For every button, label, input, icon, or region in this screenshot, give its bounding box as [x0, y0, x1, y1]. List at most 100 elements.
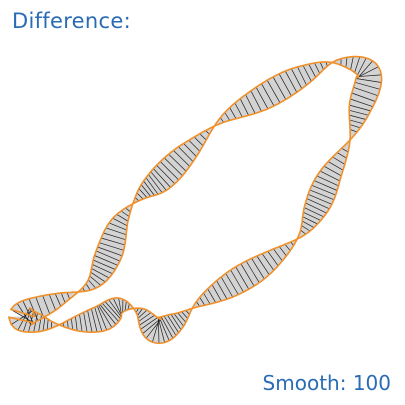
ribbon-rung [153, 168, 171, 188]
ribbon-rung [273, 248, 283, 262]
ribbon-rung [251, 258, 265, 280]
ribbon-rung [279, 246, 287, 257]
ribbon-rung [105, 227, 127, 236]
ribbon-rung [54, 293, 62, 307]
ribbon-rung [160, 161, 179, 181]
ribbon-rung [250, 90, 262, 112]
ribbon-rung [178, 146, 194, 162]
ribbon-rung [358, 60, 373, 78]
ribbon-rung [99, 304, 117, 325]
ribbon-rung [205, 130, 210, 135]
ribbon-rung [42, 317, 46, 331]
ribbon-rung [284, 70, 298, 93]
ribbon-rung [224, 112, 231, 121]
ribbon-rung [38, 314, 42, 332]
ribbon-rung [85, 283, 91, 291]
ribbon-rung [230, 269, 244, 293]
ribbon-rung [302, 65, 312, 82]
ribbon-rung [87, 310, 93, 333]
ribbon-rung [91, 308, 98, 333]
ribbon-rung [140, 184, 151, 197]
ribbon-rung [67, 320, 69, 329]
ribbon-rung [142, 318, 161, 334]
ribbon-rung [185, 310, 190, 315]
ribbon-rung [94, 255, 118, 266]
ribbon-rung [303, 211, 321, 221]
ribbon-rung [261, 83, 275, 107]
ribbon-rung [158, 317, 170, 341]
ribbon-rung [138, 312, 152, 322]
ribbon-rung [173, 150, 190, 167]
ribbon-rung [350, 98, 374, 108]
ribbon-rung [99, 242, 124, 251]
ribbon-rung [313, 180, 338, 191]
ribbon-rung [267, 251, 279, 267]
ribbon-rung [71, 318, 73, 330]
ribbon-rung [112, 217, 128, 227]
ribbon-rung [66, 292, 70, 300]
ribbon-rung [308, 63, 317, 78]
ribbon-rung [328, 161, 344, 171]
ribbon-rung [235, 266, 250, 290]
ribbon-rung [120, 210, 130, 217]
ribbon-rung [245, 94, 256, 114]
ribbon-rung [163, 315, 177, 336]
ribbon-edge-right [10, 55, 383, 334]
ribbon-rung [261, 253, 275, 271]
ribbon-rung [302, 220, 315, 228]
ribbon-rung [10, 309, 34, 323]
ribbon-rung [188, 140, 201, 152]
ribbon-rung [137, 308, 143, 316]
smooth-value: 100 [352, 371, 391, 395]
ribbon-rung [349, 124, 361, 129]
ribbon-rung [97, 246, 123, 257]
ribbon-rung [156, 164, 175, 185]
ribbon-rung [139, 315, 155, 326]
ribbon-rung [75, 316, 78, 331]
smooth-label: Smooth: [262, 371, 347, 395]
ribbon-rung [177, 312, 187, 323]
ribbon-rung [140, 317, 158, 330]
ribbon-rung [353, 86, 379, 97]
ribbon-rung [96, 305, 108, 331]
ribbon-rung [173, 313, 184, 327]
ribbon-rung [193, 136, 204, 146]
ribbon-rung [307, 193, 332, 205]
ribbon-rung [354, 81, 381, 90]
ribbon-rung [272, 76, 287, 100]
ribbon-rung [240, 263, 255, 287]
ribbon-rung [305, 202, 327, 214]
ribbon-rung [216, 280, 228, 300]
ribbon-rung [316, 175, 339, 187]
ribbon-rung [89, 275, 102, 286]
ribbon-rung [297, 66, 307, 86]
ribbon-rung [88, 279, 96, 289]
ribbon-rung [160, 316, 174, 339]
ribbon-rung [255, 87, 269, 109]
ribbon-rung [349, 104, 371, 112]
ribbon-rung [220, 276, 234, 298]
ribbon-rung [103, 232, 126, 241]
ribbon-rung [341, 147, 349, 153]
ribbon-rung [136, 192, 144, 200]
ribbon-rung [95, 250, 121, 262]
difference-title: Difference: [12, 9, 131, 33]
ribbon-rung [357, 57, 367, 76]
ribbon-rung [170, 314, 182, 330]
ribbon-rung [320, 170, 340, 182]
ribbon-rung [79, 314, 83, 332]
ribbon-rung [98, 305, 113, 328]
ribbon-rung [336, 152, 347, 159]
ribbon-rung [199, 133, 207, 141]
ribbon-rung [349, 119, 364, 125]
ribbon-rung [199, 297, 205, 306]
ribbon-rung [35, 296, 44, 318]
ribbon-rung [196, 301, 200, 307]
ribbon-rung [91, 268, 110, 279]
ribbon-rung [150, 171, 167, 191]
smooth-readout: Smooth: 100 [263, 371, 391, 395]
ribbon-rung [116, 214, 129, 222]
ribbon-rung [245, 260, 260, 283]
